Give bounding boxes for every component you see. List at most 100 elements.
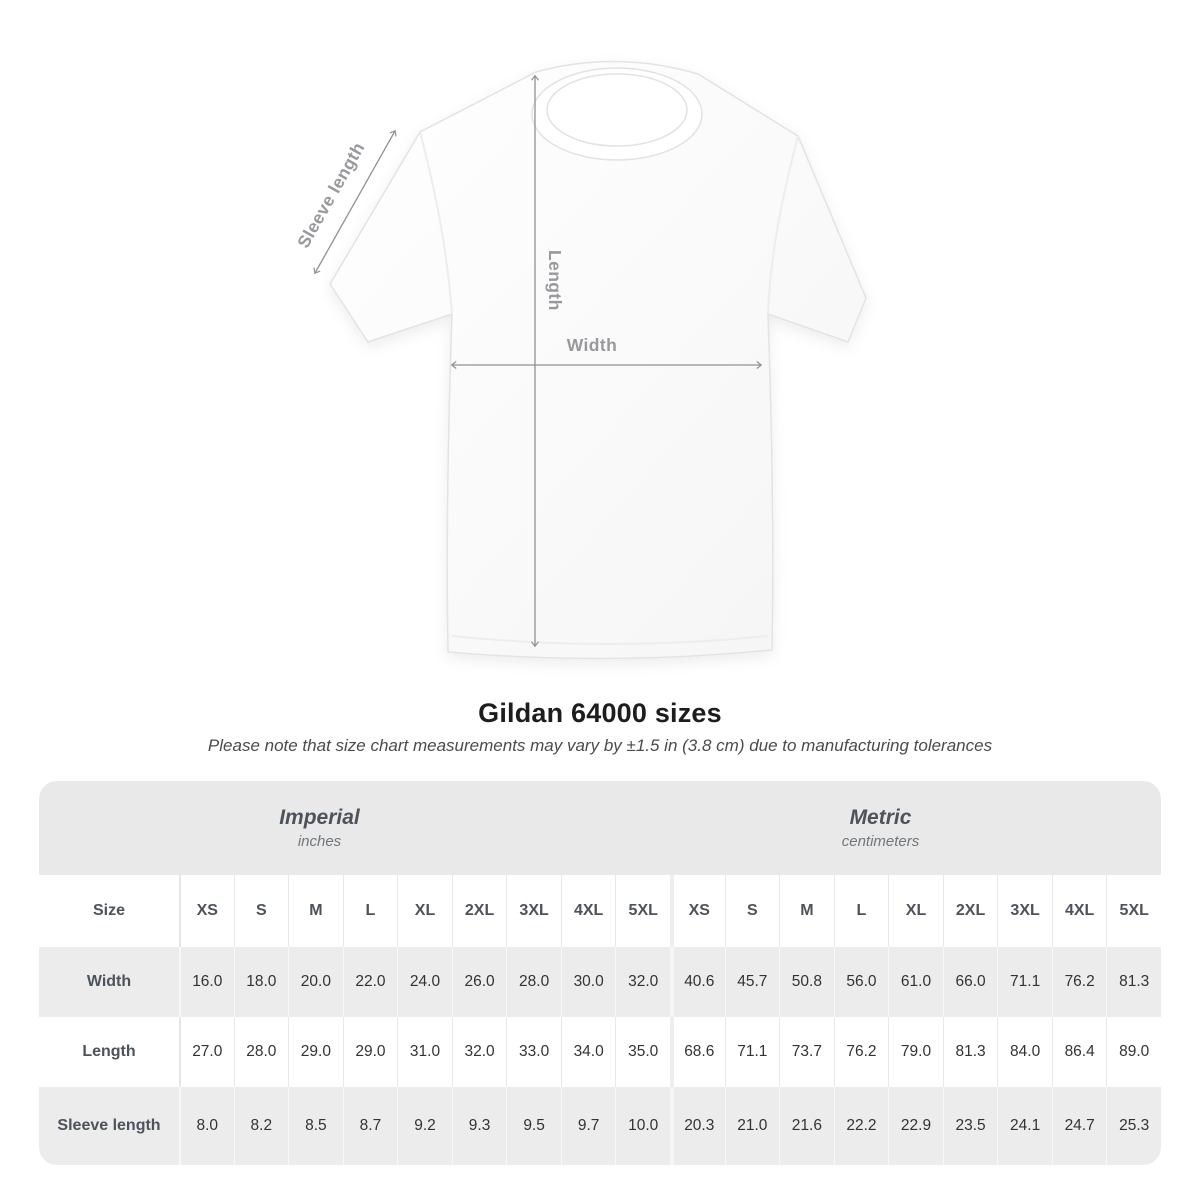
table-row: Length 27.0 28.0 29.0 29.0 31.0 32.0 33.0 34.0 35… [39,1017,1161,1087]
value-cell: 20.0 [288,947,343,1017]
value-cell: 27.0 [179,1017,234,1087]
value-cell: 9.7 [560,1087,616,1165]
value-cell: 40.6 [670,947,725,1017]
value-cell: 9.3 [451,1087,507,1165]
value-cell: 21.6 [779,1087,834,1165]
value-cell: 16.0 [179,947,234,1017]
value-cell: 56.0 [833,947,889,1017]
hem-stitch [451,635,769,645]
value-cell: 9.2 [397,1087,452,1165]
page-title: Gildan 64000 sizes [478,698,722,728]
sleeve-length-label: Sleeve length [293,139,369,252]
length-label: Length [545,250,565,311]
value-cell: 22.9 [888,1087,943,1165]
size-col-header: M [288,875,343,947]
value-cell: 89.0 [1106,1017,1161,1087]
tshirt-silhouette [329,60,867,660]
tshirt-diagram: Length Width Sleeve length [293,60,867,660]
metric-group-header: Metric centimeters [600,781,1161,875]
value-cell: 68.6 [670,1017,725,1087]
value-cell: 26.0 [451,947,507,1017]
imperial-group-header: Imperial inches [39,781,600,875]
row-label: Sleeve length [57,1117,161,1134]
value-cell: 8.2 [233,1087,289,1165]
size-col-header: S [233,875,289,947]
table-row: Width 16.0 18.0 20.0 22.0 24.0 26.0 28.0 30.0 32.… [39,947,1161,1017]
value-cell: 71.1 [724,1017,780,1087]
value-cell: 29.0 [342,1017,398,1087]
tshirt-diagram-svg: Length Width Sleeve length [293,60,867,660]
row-label: Width [86,973,132,990]
value-cell: 71.1 [997,947,1052,1017]
tolerance-note: Please note that size chart measurements… [207,736,993,755]
size-col-header: S [724,875,780,947]
size-col-header: 3XL [997,875,1052,947]
value-cell: 35.0 [615,1017,670,1087]
value-cell: 9.5 [506,1087,561,1165]
size-col-header: 4XL [560,875,616,947]
value-cell: 24.0 [397,947,452,1017]
value-cell: 86.4 [1051,1017,1107,1087]
table-body: Size XS S M L XL 2XL 3XL 4XL 5XL XS S M L XL 2XL 3XL 4XL 5… [39,875,1161,1165]
value-cell: 66.0 [942,947,998,1017]
value-cell: 10.0 [615,1087,670,1165]
size-col-header: 2XL [451,875,507,947]
right-sleeve-seam [767,135,799,315]
size-col-header: 2XL [942,875,998,947]
value-cell: 32.0 [615,947,670,1017]
size-col-header: XS [179,875,234,947]
value-cell: 31.0 [397,1017,452,1087]
width-label: Width [567,335,617,355]
metric-label: Metric [849,806,912,829]
value-cell: 24.1 [997,1087,1052,1165]
value-cell: 32.0 [451,1017,507,1087]
value-cell: 8.5 [288,1087,343,1165]
size-col-header: 4XL [1051,875,1107,947]
table-row: Sleeve length 8.0 8.2 8.5 8.7 9.2 9.3 9.5 9.7 10.… [39,1087,1161,1165]
value-cell: 28.0 [506,947,561,1017]
size-col-header: XS [670,875,725,947]
value-cell: 84.0 [997,1017,1052,1087]
value-cell: 45.7 [724,947,780,1017]
value-cell: 25.3 [1106,1087,1161,1165]
size-col-header: 5XL [1106,875,1161,947]
value-cell: 18.0 [233,947,289,1017]
size-col-header: L [342,875,398,947]
value-cell: 30.0 [560,947,616,1017]
table-header: Imperial inches Metric centimeters [39,781,1161,875]
value-cell: 33.0 [506,1017,561,1087]
size-table: Imperial inches Metric centimeters Size X… [39,781,1161,1165]
size-col-header: XL [397,875,452,947]
value-cell: 61.0 [888,947,943,1017]
imperial-unit: inches [297,833,342,850]
value-cell: 76.2 [1051,947,1107,1017]
row-label: Length [82,1043,136,1060]
size-col-header: XL [888,875,943,947]
value-cell: 28.0 [233,1017,289,1087]
size-col-header: M [779,875,834,947]
value-cell: 73.7 [779,1017,834,1087]
value-cell: 81.3 [1106,947,1161,1017]
value-cell: 21.0 [724,1087,780,1165]
value-cell: 79.0 [888,1017,943,1087]
size-col-header: 5XL [615,875,670,947]
size-col-header: 3XL [506,875,561,947]
value-cell: 20.3 [670,1087,725,1165]
imperial-label: Imperial [279,806,360,829]
sleeve-length-arrow [313,129,397,275]
value-cell: 8.0 [179,1087,234,1165]
size-row-label: Size [92,902,125,919]
collar-inner [546,73,688,147]
value-cell: 24.7 [1051,1087,1107,1165]
value-cell: 76.2 [833,1017,889,1087]
left-sleeve-seam [419,131,453,315]
value-cell: 81.3 [942,1017,998,1087]
value-cell: 22.0 [342,947,398,1017]
value-cell: 50.8 [779,947,834,1017]
size-header-row: Size XS S M L XL 2XL 3XL 4XL 5XL XS S M L XL 2XL 3XL 4XL 5… [39,875,1161,947]
value-cell: 34.0 [560,1017,616,1087]
size-col-header: L [833,875,889,947]
value-cell: 29.0 [288,1017,343,1087]
tshirt-illustration [329,60,867,660]
